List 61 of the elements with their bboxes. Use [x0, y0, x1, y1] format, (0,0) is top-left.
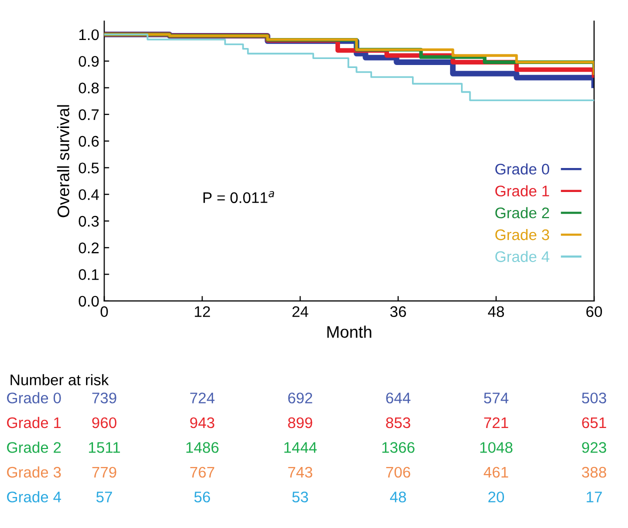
legend-label: Grade 1 — [495, 185, 550, 196]
y-tick-label: 1.0 — [79, 29, 99, 40]
category-label: Grade 3 — [7, 466, 61, 478]
text: 960 — [92, 417, 116, 428]
y-tick-label: 0.1 — [78, 269, 99, 280]
text: 1444 — [284, 442, 317, 453]
legend-label: Grade 2 — [495, 207, 550, 218]
text: 721 — [484, 417, 508, 428]
text: 651 — [582, 417, 606, 428]
text: 853 — [386, 417, 410, 428]
y-tick-label: 0.0 — [78, 296, 99, 307]
text: 692 — [288, 392, 312, 404]
text: 779 — [92, 466, 116, 478]
y-tick-label: 0.5 — [78, 162, 99, 174]
text: 767 — [190, 466, 214, 478]
text: 943 — [190, 417, 214, 428]
text: 388 — [582, 466, 606, 478]
x-axis-title: Month — [327, 326, 372, 338]
text: 1048 — [480, 442, 512, 453]
text: 644 — [386, 392, 410, 404]
y-tick-label: 0.9 — [78, 56, 99, 67]
y-tick-label: 0.8 — [78, 82, 99, 94]
text: 56 — [194, 492, 210, 502]
text: 53 — [292, 492, 308, 502]
category-label: Grade 1 — [7, 416, 61, 428]
legend-label: Grade 0 — [495, 163, 550, 175]
text: 739 — [92, 392, 116, 404]
text: 57 — [96, 492, 112, 502]
x-tick-label: 0 — [100, 306, 108, 318]
text: 706 — [386, 466, 410, 478]
text: 923 — [582, 442, 606, 453]
text: Number at risk — [10, 374, 109, 386]
x-tick-label: 24 — [292, 306, 308, 317]
legend-label: Grade 3 — [495, 228, 550, 240]
text: 743 — [288, 466, 312, 478]
text: 574 — [484, 392, 508, 404]
x-tick-label: 12 — [194, 306, 210, 317]
annotation: P = 0.011$^{a}$ — [203, 191, 274, 204]
y-tick-label: 0.3 — [78, 216, 99, 227]
text: 1366 — [382, 442, 414, 453]
category-label: Grade 2 — [7, 442, 61, 453]
text: 48 — [390, 492, 406, 502]
text: 1511 — [88, 442, 120, 453]
y-axis-title: Overall survival — [57, 105, 70, 218]
text: 17 — [586, 492, 602, 502]
category-label: Grade 0 — [7, 392, 61, 404]
text: 503 — [582, 392, 606, 404]
category-label: Grade 4 — [7, 491, 62, 502]
y-tick-label: 0.4 — [78, 189, 99, 200]
x-tick-label: 60 — [586, 306, 602, 318]
y-tick-label: 0.6 — [78, 136, 99, 147]
y-tick-label: 0.2 — [78, 242, 99, 254]
text: 461 — [484, 466, 508, 478]
text: 20 — [488, 492, 504, 502]
text: 724 — [190, 392, 215, 404]
x-tick-label: 48 — [488, 306, 504, 318]
text: 1486 — [186, 442, 219, 453]
y-tick-label: 0.7 — [78, 109, 99, 120]
x-tick-label: 36 — [390, 306, 406, 318]
text: 899 — [288, 417, 312, 428]
legend-label: Grade 4 — [495, 250, 550, 262]
